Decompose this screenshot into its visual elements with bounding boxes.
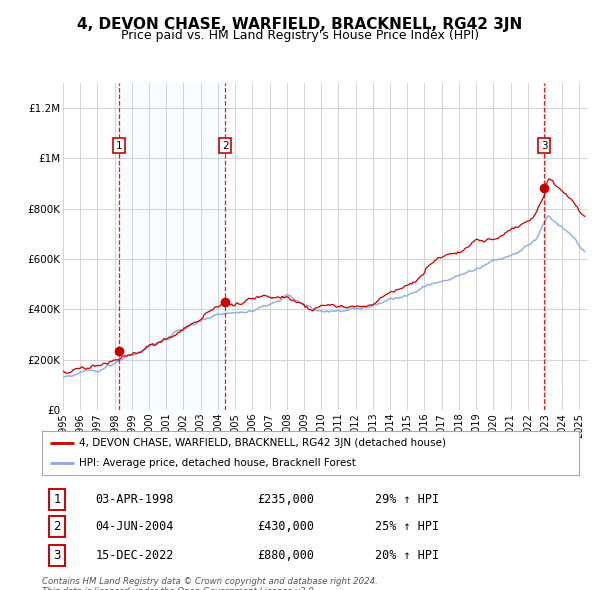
Text: 03-APR-1998: 03-APR-1998 [96,493,174,506]
Text: 20% ↑ HPI: 20% ↑ HPI [375,549,439,562]
Text: 1: 1 [116,140,122,150]
Bar [119,83,225,410]
Text: 3: 3 [53,549,61,562]
Text: £880,000: £880,000 [257,549,314,562]
Text: 4, DEVON CHASE, WARFIELD, BRACKNELL, RG42 3JN (detached house): 4, DEVON CHASE, WARFIELD, BRACKNELL, RG4… [79,438,446,448]
Text: HPI: Average price, detached house, Bracknell Forest: HPI: Average price, detached house, Brac… [79,458,355,468]
Text: Contains HM Land Registry data © Crown copyright and database right 2024.
This d: Contains HM Land Registry data © Crown c… [42,577,378,590]
Text: £430,000: £430,000 [257,520,314,533]
Text: 04-JUN-2004: 04-JUN-2004 [96,520,174,533]
Text: 29% ↑ HPI: 29% ↑ HPI [375,493,439,506]
Text: 2: 2 [53,520,61,533]
Text: 25% ↑ HPI: 25% ↑ HPI [375,520,439,533]
Text: Price paid vs. HM Land Registry's House Price Index (HPI): Price paid vs. HM Land Registry's House … [121,30,479,42]
Text: 2: 2 [222,140,229,150]
Text: £235,000: £235,000 [257,493,314,506]
Text: 3: 3 [541,140,548,150]
Text: 4, DEVON CHASE, WARFIELD, BRACKNELL, RG42 3JN: 4, DEVON CHASE, WARFIELD, BRACKNELL, RG4… [77,17,523,31]
Text: 15-DEC-2022: 15-DEC-2022 [96,549,174,562]
Text: 1: 1 [53,493,61,506]
